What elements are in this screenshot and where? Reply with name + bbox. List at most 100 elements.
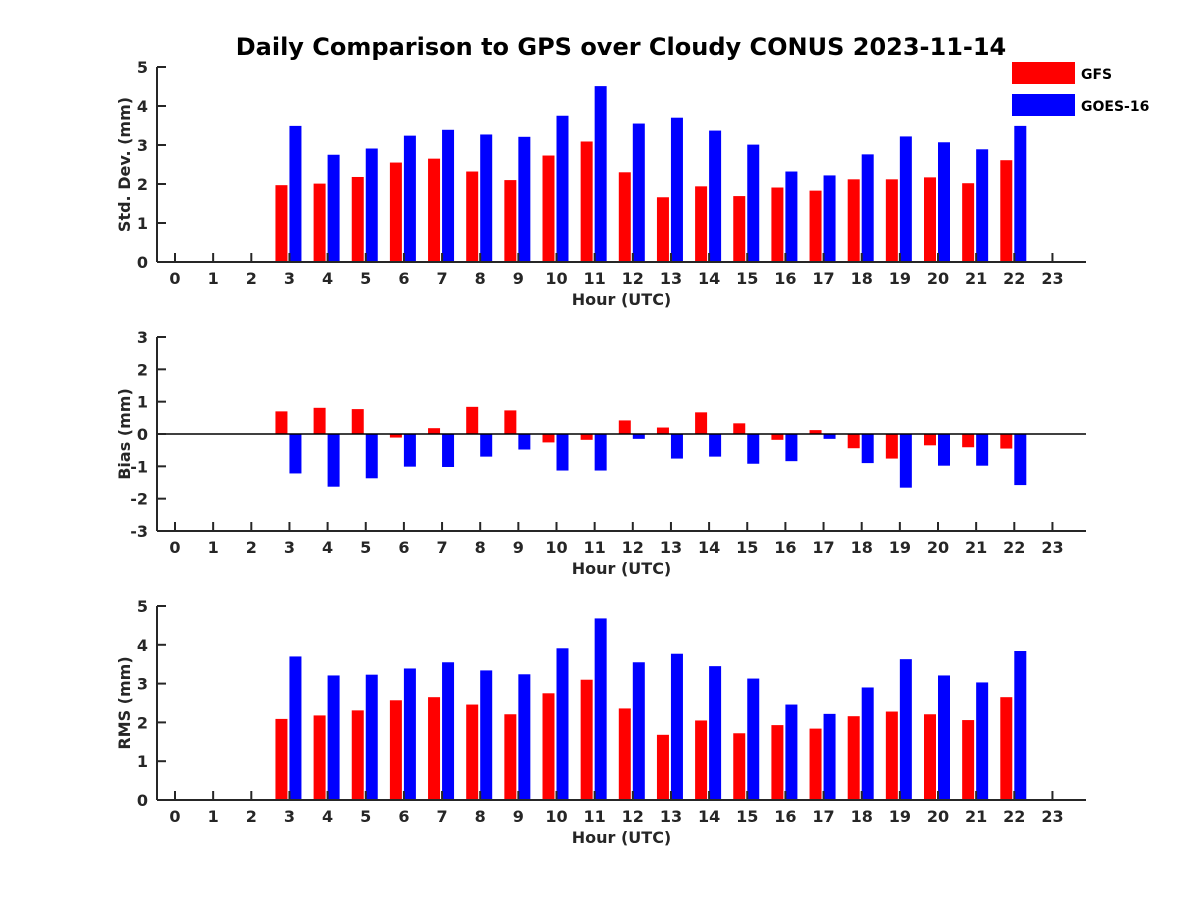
x-tick-label: 23 [1041, 538, 1063, 557]
x-tick-label: 16 [774, 538, 796, 557]
bar-gfs-hour-22 [1000, 160, 1013, 262]
bar-gfs-hour-20 [924, 177, 936, 262]
bar-goes-16-hour-19 [899, 434, 912, 488]
bar-gfs-hour-14 [695, 720, 708, 800]
bar-goes-16-hour-15 [747, 678, 760, 800]
x-tick-label: 5 [360, 269, 371, 288]
y-tick-label: 2 [137, 175, 148, 194]
bar-gfs-hour-17 [809, 430, 822, 434]
bar-gfs-hour-18 [847, 716, 860, 800]
x-tick-label: 16 [774, 269, 796, 288]
bar-goes-16-hour-9 [518, 674, 531, 800]
bar-gfs-hour-15 [733, 733, 746, 800]
x-tick-label: 22 [1003, 269, 1025, 288]
bar-goes-16-hour-5 [365, 148, 378, 262]
bar-goes-16-hour-20 [938, 434, 950, 466]
bar-goes-16-hour-9 [518, 434, 531, 450]
bar-goes-16-hour-19 [899, 659, 912, 800]
bar-gfs-hour-18 [847, 179, 860, 262]
legend-label-gfs: GFS [1081, 67, 1112, 83]
x-tick-label: 13 [660, 269, 682, 288]
bar-goes-16-hour-16 [785, 704, 798, 800]
bar-gfs-hour-3 [275, 185, 288, 262]
bar-gfs-hour-7 [428, 158, 441, 262]
bar-gfs-hour-11 [580, 434, 593, 440]
bar-goes-16-hour-10 [556, 648, 569, 800]
x-tick-label: 1 [208, 807, 219, 826]
y-tick-label: 4 [137, 97, 148, 116]
legend-swatch-gfs [1012, 62, 1075, 84]
bar-goes-16-hour-22 [1014, 434, 1027, 486]
bar-gfs-hour-15 [733, 196, 746, 262]
x-tick-label: 5 [360, 807, 371, 826]
x-tick-label: 22 [1003, 538, 1025, 557]
bar-goes-16-hour-22 [1014, 651, 1027, 800]
bar-goes-16-hour-5 [365, 434, 378, 479]
bar-goes-16-hour-8 [480, 670, 493, 800]
x-tick-label: 9 [513, 269, 524, 288]
bar-gfs-hour-20 [924, 714, 936, 800]
bar-gfs-hour-12 [618, 708, 631, 800]
bar-gfs-hour-4 [313, 407, 326, 434]
bar-gfs-hour-21 [962, 434, 975, 448]
bar-gfs-hour-13 [656, 427, 669, 434]
x-axis-label: Hour (UTC) [572, 559, 672, 578]
bar-goes-16-hour-16 [785, 434, 798, 462]
bar-gfs-hour-14 [695, 412, 708, 434]
bar-gfs-hour-5 [351, 409, 364, 434]
bar-goes-16-hour-15 [747, 144, 760, 262]
bar-goes-16-hour-4 [327, 675, 340, 800]
chart-title: Daily Comparison to GPS over Cloudy CONU… [236, 33, 1007, 61]
bar-gfs-hour-12 [618, 172, 631, 262]
x-tick-label: 17 [812, 807, 834, 826]
x-tick-label: 18 [851, 538, 873, 557]
x-tick-label: 4 [322, 807, 333, 826]
bar-gfs-hour-21 [962, 183, 975, 262]
bar-gfs-hour-14 [695, 186, 708, 262]
bar-gfs-hour-11 [580, 141, 593, 262]
bar-goes-16-hour-3 [289, 434, 302, 474]
bar-gfs-hour-4 [313, 183, 326, 262]
x-tick-label: 20 [927, 807, 949, 826]
bar-goes-16-hour-21 [976, 682, 989, 800]
bar-goes-16-hour-13 [670, 117, 683, 262]
x-tick-label: 19 [889, 269, 911, 288]
x-axis-label: Hour (UTC) [572, 290, 672, 309]
bar-goes-16-hour-10 [556, 434, 569, 471]
bar-gfs-hour-10 [542, 155, 555, 262]
bar-goes-16-hour-9 [518, 136, 531, 262]
bar-goes-16-hour-21 [976, 149, 989, 262]
y-tick-label: -2 [130, 490, 148, 509]
bar-goes-16-hour-21 [976, 434, 989, 466]
y-tick-label: 3 [137, 675, 148, 694]
bar-goes-16-hour-18 [861, 154, 874, 262]
bar-goes-16-hour-14 [709, 130, 722, 262]
bar-gfs-hour-10 [542, 434, 555, 443]
bar-gfs-hour-10 [542, 693, 555, 800]
bar-goes-16-hour-4 [327, 154, 340, 262]
y-tick-label: 2 [137, 713, 148, 732]
x-tick-label: 13 [660, 807, 682, 826]
bar-gfs-hour-19 [885, 179, 898, 262]
x-tick-label: 11 [584, 807, 606, 826]
y-tick-label: 3 [137, 136, 148, 155]
bar-goes-16-hour-7 [442, 434, 455, 467]
bar-gfs-hour-18 [847, 434, 860, 449]
y-tick-label: 5 [137, 597, 148, 616]
x-tick-label: 3 [284, 807, 295, 826]
legend: GFS GOES-16 [1012, 62, 1149, 116]
bar-goes-16-hour-5 [365, 674, 378, 800]
bar-goes-16-hour-11 [594, 86, 607, 262]
bar-gfs-hour-9 [504, 410, 517, 434]
x-tick-label: 6 [398, 538, 409, 557]
bar-goes-16-hour-8 [480, 434, 493, 457]
x-tick-label: 9 [513, 538, 524, 557]
x-tick-label: 21 [965, 269, 987, 288]
bar-goes-16-hour-18 [861, 434, 874, 464]
x-tick-label: 5 [360, 538, 371, 557]
bar-gfs-hour-17 [809, 190, 822, 262]
y-tick-label: 0 [137, 253, 148, 272]
bar-gfs-hour-3 [275, 411, 288, 434]
